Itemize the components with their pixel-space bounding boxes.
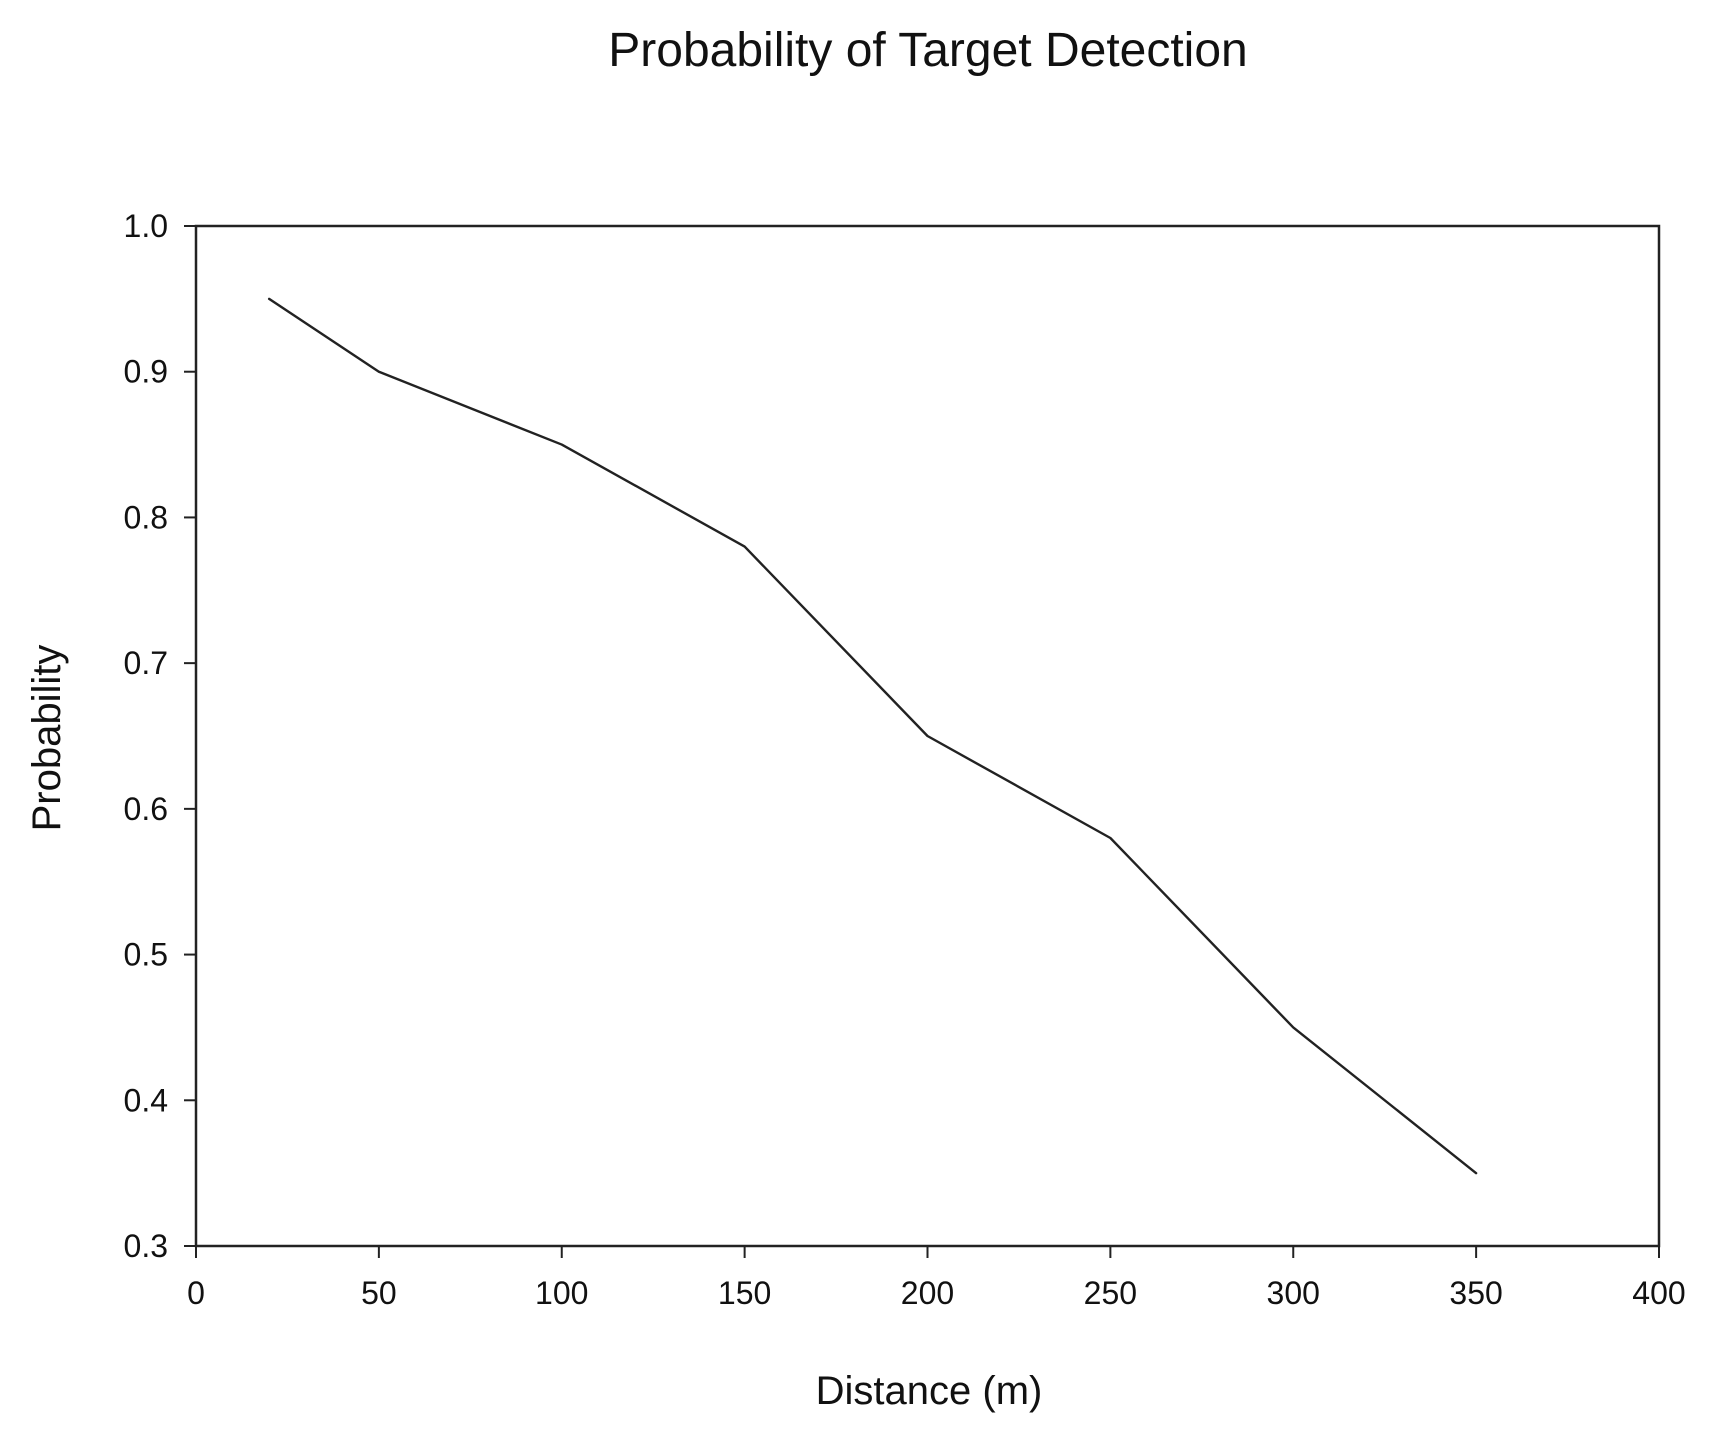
y-tick-label: 0.3 xyxy=(124,1228,168,1264)
x-axis-ticks: 0 50 100 150 200 250 300 350 400 xyxy=(187,1246,1686,1311)
series-layer xyxy=(267,297,1478,1175)
x-tick-label: 200 xyxy=(901,1275,954,1311)
x-tick-label: 300 xyxy=(1267,1275,1320,1311)
y-axis-label-group: Probability xyxy=(25,645,69,832)
y-axis-label: Probability xyxy=(25,645,69,832)
y-tick-label: 0.7 xyxy=(124,645,168,681)
y-axis-ticks: 0.3 0.4 0.5 0.6 0.7 0.8 0.9 1.0 xyxy=(124,208,196,1264)
y-tick-label: 0.9 xyxy=(124,354,168,390)
x-tick-label: 400 xyxy=(1632,1275,1685,1311)
x-tick-label: 150 xyxy=(718,1275,771,1311)
x-tick-label: 50 xyxy=(361,1275,397,1311)
y-tick-label: 0.8 xyxy=(124,499,168,535)
y-tick-label: 0.4 xyxy=(124,1082,168,1118)
y-tick-label: 0.5 xyxy=(124,937,168,973)
chart-title: Probability of Target Detection xyxy=(608,24,1247,77)
x-tick-label: 250 xyxy=(1084,1275,1137,1311)
y-tick-label: 0.6 xyxy=(124,791,168,827)
y-tick-label: 1.0 xyxy=(124,208,168,244)
x-tick-label: 0 xyxy=(187,1275,205,1311)
x-tick-label: 100 xyxy=(535,1275,588,1311)
x-tick-label: 350 xyxy=(1449,1275,1502,1311)
series-line xyxy=(267,297,1478,1175)
x-axis-label: Distance (m) xyxy=(816,1369,1043,1413)
